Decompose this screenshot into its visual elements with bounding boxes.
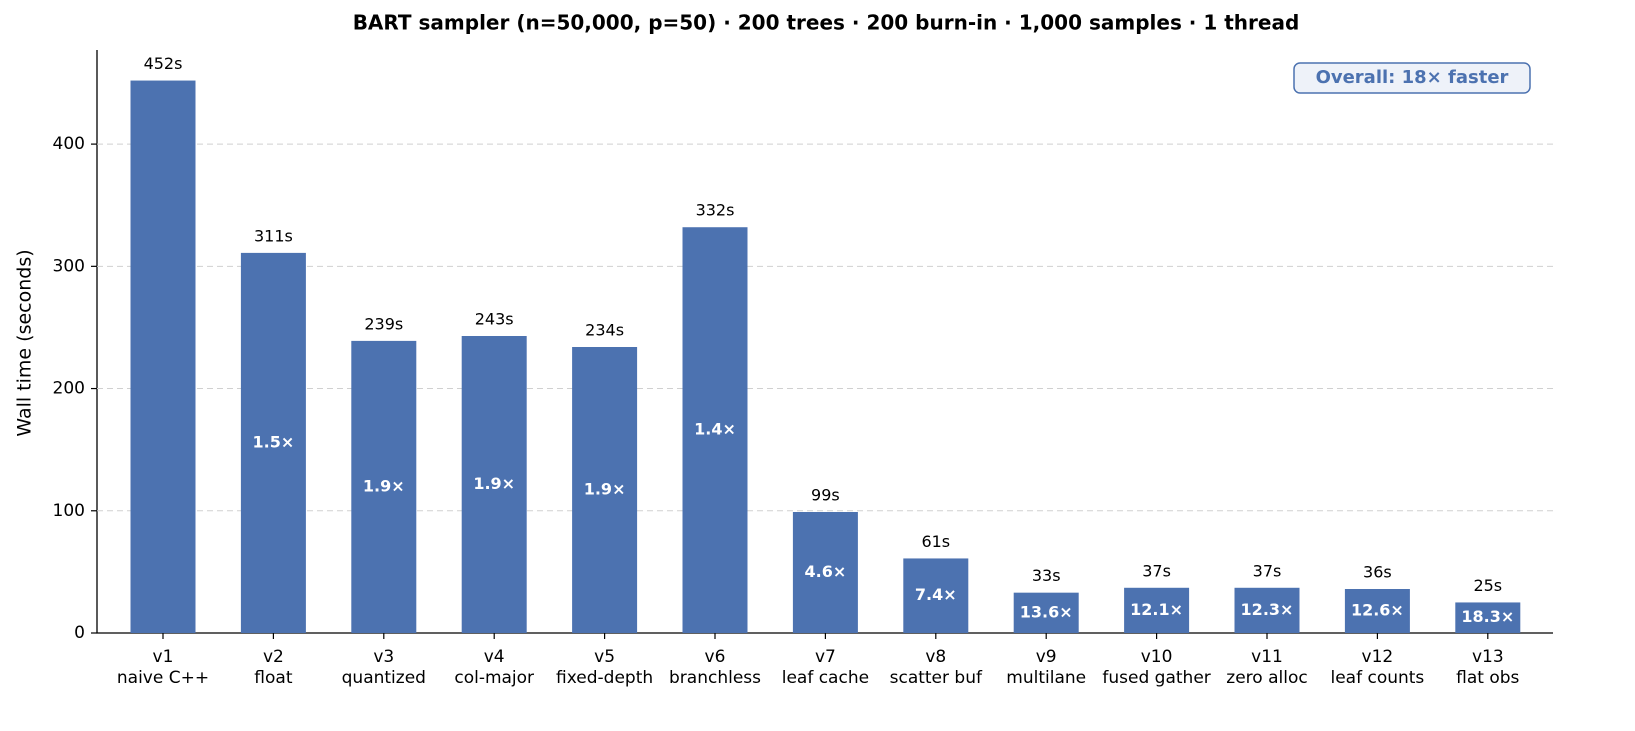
x-tick-label: v11 <box>1251 647 1283 667</box>
speedup-label: 13.6× <box>1020 602 1073 621</box>
y-tick-label: 200 <box>53 379 85 399</box>
value-label: 37s <box>1253 561 1282 580</box>
x-tick-label: fused gather <box>1102 668 1210 688</box>
bar <box>572 347 638 633</box>
value-label: 36s <box>1363 563 1392 582</box>
speedup-label: 12.3× <box>1241 600 1294 619</box>
bar <box>1234 587 1300 633</box>
value-label: 99s <box>811 486 840 505</box>
x-tick-label: v13 <box>1472 647 1504 667</box>
value-label: 452s <box>144 54 183 73</box>
bar <box>1455 602 1521 633</box>
speedup-label: 1.9× <box>363 476 405 495</box>
y-tick-label: 400 <box>53 134 85 154</box>
x-tick-label: leaf cache <box>782 668 869 688</box>
x-tick-label: v10 <box>1141 647 1173 667</box>
y-tick-label: 300 <box>53 256 85 276</box>
x-tick-label: scatter buf <box>890 668 983 688</box>
bar <box>903 558 969 633</box>
speedup-label: 7.4× <box>915 585 957 604</box>
y-axis-label: Wall time (seconds) <box>14 249 36 436</box>
x-tick-label: fixed-depth <box>556 668 653 688</box>
x-tick-label: v2 <box>263 647 284 667</box>
x-tick-label: v12 <box>1362 647 1394 667</box>
x-tick-label: branchless <box>669 668 761 688</box>
value-label: 234s <box>585 321 624 340</box>
annotation-box <box>1293 62 1531 94</box>
bar <box>351 340 417 633</box>
x-tick-label: v7 <box>815 647 836 667</box>
bar <box>1124 587 1190 633</box>
speedup-label: 4.6× <box>805 562 847 581</box>
speedup-label: 1.9× <box>473 474 515 493</box>
bar <box>682 227 748 633</box>
x-tick-label: v9 <box>1036 647 1057 667</box>
annotation: Overall: 18× faster <box>1316 67 1509 88</box>
bar <box>240 252 306 633</box>
value-label: 33s <box>1032 566 1061 585</box>
x-tick-label: v4 <box>484 647 505 667</box>
value-label: 37s <box>1142 561 1171 580</box>
x-tick-label: naive C++ <box>117 668 209 688</box>
x-tick-label: quantized <box>342 668 426 688</box>
x-tick-label: col-major <box>454 668 534 688</box>
speedup-label: 1.4× <box>694 420 736 439</box>
x-tick-label: leaf counts <box>1330 668 1424 688</box>
x-tick-label: v1 <box>153 647 174 667</box>
x-tick-label: multilane <box>1006 668 1086 688</box>
x-tick-label: v3 <box>373 647 394 667</box>
value-label: 332s <box>696 201 735 220</box>
value-label: 61s <box>921 532 950 551</box>
bar <box>461 336 527 633</box>
x-tick-label: v6 <box>705 647 726 667</box>
speedup-label: 12.1× <box>1130 600 1183 619</box>
value-label: 311s <box>254 226 293 245</box>
value-label: 239s <box>364 314 403 333</box>
x-tick-label: float <box>254 668 293 688</box>
x-tick-label: zero alloc <box>1226 668 1307 688</box>
speedup-label: 1.9× <box>584 480 626 499</box>
y-tick-label: 0 <box>74 623 85 643</box>
value-label: 25s <box>1473 576 1502 595</box>
speedup-label: 18.3× <box>1461 607 1514 626</box>
x-tick-label: flat obs <box>1456 668 1519 688</box>
speedup-label: 12.6× <box>1351 601 1404 620</box>
bar <box>1013 592 1079 633</box>
chart-title: BART sampler (n=50,000, p=50) · 200 tree… <box>353 11 1300 35</box>
x-tick-label: v5 <box>594 647 615 667</box>
x-tick-label: v8 <box>925 647 946 667</box>
bar <box>1344 589 1410 633</box>
speedup-label: 1.5× <box>253 432 295 451</box>
y-tick-label: 100 <box>53 501 85 521</box>
bar <box>792 512 858 633</box>
value-label: 243s <box>475 310 514 329</box>
bar <box>130 80 196 634</box>
